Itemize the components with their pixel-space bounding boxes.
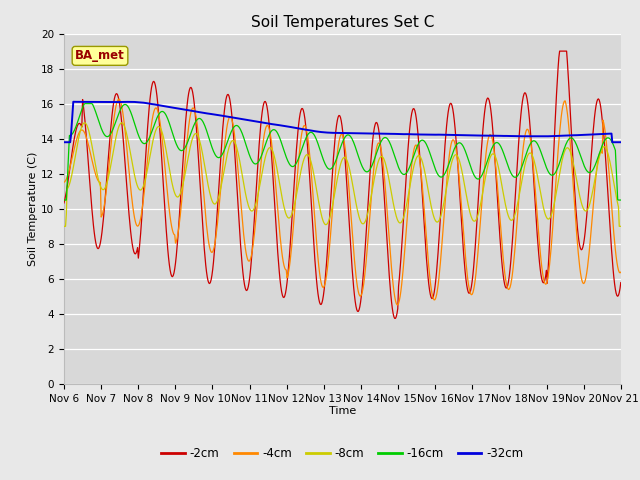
X-axis label: Time: Time [329,407,356,417]
Text: BA_met: BA_met [75,49,125,62]
Legend: -2cm, -4cm, -8cm, -16cm, -32cm: -2cm, -4cm, -8cm, -16cm, -32cm [157,443,528,465]
Title: Soil Temperatures Set C: Soil Temperatures Set C [251,15,434,30]
Y-axis label: Soil Temperature (C): Soil Temperature (C) [28,152,38,266]
